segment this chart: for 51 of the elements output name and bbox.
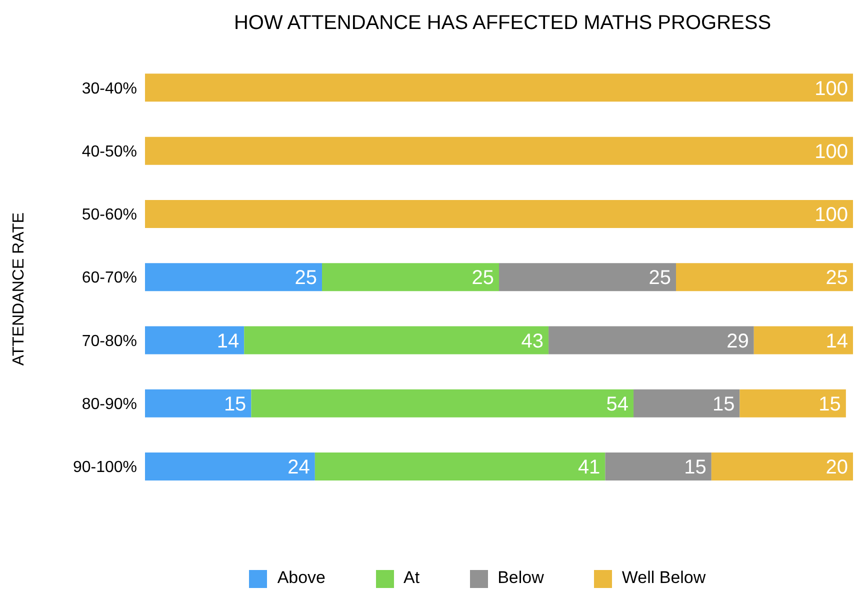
bar <box>711 452 853 481</box>
y-tick-label: 30-40% <box>82 80 137 98</box>
legend-label: At <box>404 568 420 587</box>
bar <box>145 74 853 102</box>
data-label: 25 <box>648 267 671 290</box>
bar <box>145 389 252 418</box>
data-label: 25 <box>472 267 494 290</box>
y-tick-label: 90-100% <box>72 459 137 476</box>
y-tick-label: 80-90% <box>82 396 137 413</box>
legend-label: Below <box>498 568 544 587</box>
bar <box>605 452 712 481</box>
bar <box>145 326 244 354</box>
bar <box>548 326 754 354</box>
bar <box>314 452 606 481</box>
data-label: 20 <box>826 456 848 479</box>
data-label: 25 <box>294 267 317 290</box>
data-label: 14 <box>216 330 240 352</box>
data-label: 29 <box>726 330 749 352</box>
data-label: 100 <box>814 140 848 163</box>
data-label: 15 <box>712 393 735 416</box>
y-tick-label: 70-80% <box>82 332 137 350</box>
data-label: 24 <box>288 456 310 479</box>
data-label: 25 <box>826 267 848 290</box>
data-label: 41 <box>578 456 600 479</box>
y-tick-label: 60-70% <box>82 270 137 287</box>
bar <box>634 389 740 418</box>
data-label: 15 <box>684 456 706 479</box>
data-label: 54 <box>606 393 629 416</box>
legend-label: Above <box>277 568 326 587</box>
bar <box>322 263 499 292</box>
data-label: 15 <box>818 393 841 416</box>
bar <box>499 263 676 292</box>
data-label: 100 <box>814 204 848 226</box>
data-label: 14 <box>826 330 848 352</box>
bar <box>244 326 549 354</box>
bar <box>754 326 853 354</box>
bar <box>145 452 315 481</box>
bar <box>676 263 853 292</box>
y-tick-label: 40-50% <box>82 143 137 160</box>
bar <box>145 200 853 228</box>
chart-title: HOW ATTENDANCE HAS AFFECTED MATHS PROGRESS <box>232 12 772 35</box>
y-axis-title: ATTENDANCE RATE <box>11 212 29 366</box>
data-label: 43 <box>521 330 544 352</box>
bar <box>145 263 322 292</box>
bar <box>740 389 846 418</box>
legend-label: Well Below <box>622 568 706 587</box>
data-label: 15 <box>224 393 246 416</box>
data-label: 100 <box>814 78 848 100</box>
bar <box>145 136 853 165</box>
bar <box>251 389 634 418</box>
y-tick-label: 50-60% <box>82 206 137 224</box>
